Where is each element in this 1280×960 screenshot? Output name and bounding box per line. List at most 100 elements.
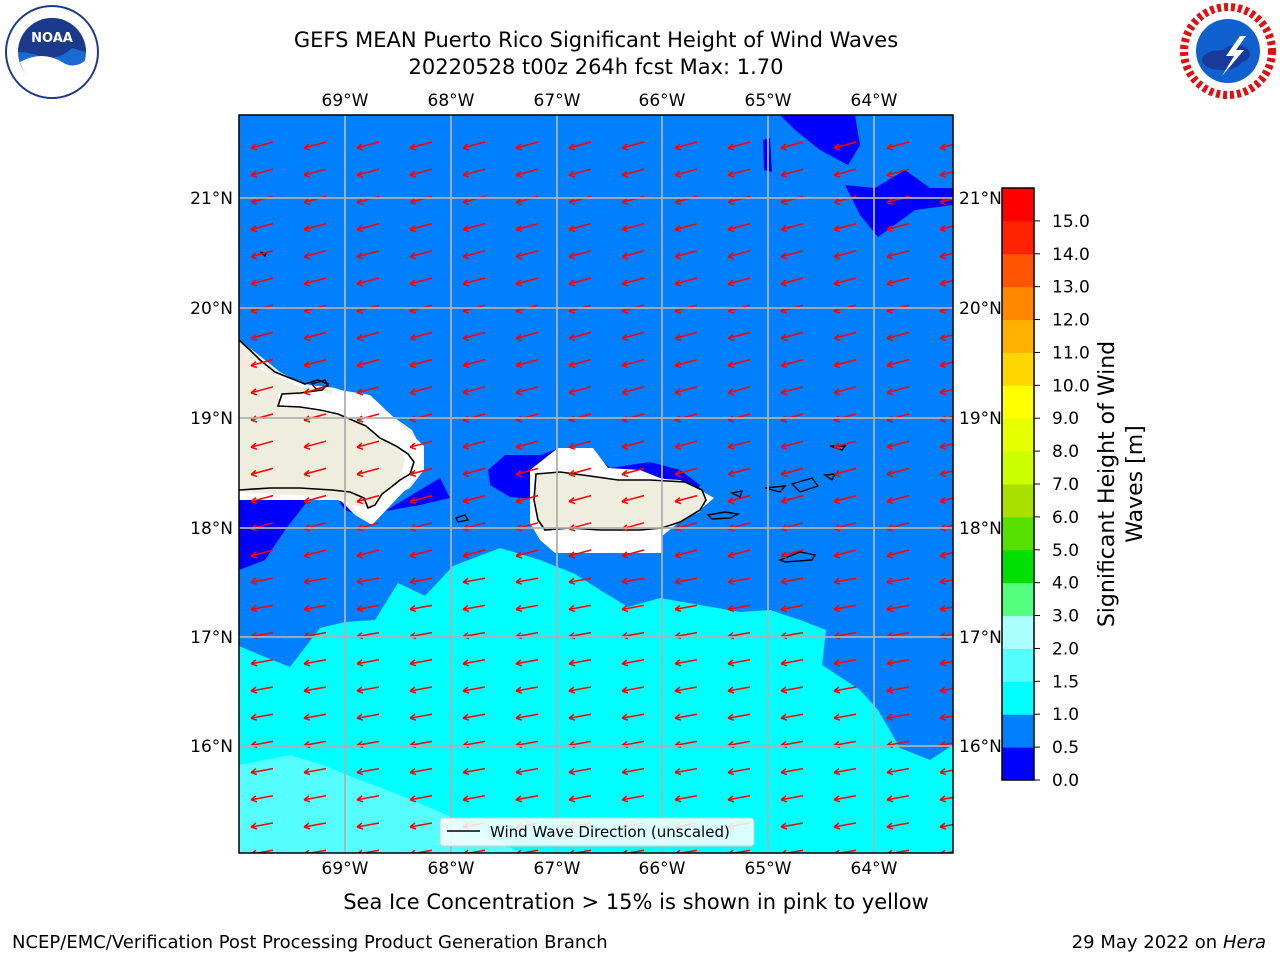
wave-direction-arrow	[250, 549, 274, 559]
wave-direction-arrow	[357, 849, 380, 853]
colorbar-tick-label: 8.0	[1052, 442, 1079, 462]
coastline-virgin-islands	[259, 251, 847, 563]
wave-direction-arrow	[727, 604, 751, 613]
wave-direction-arrow	[303, 222, 327, 233]
colorbar-swatch	[1002, 681, 1034, 715]
wave-direction-arrow	[356, 331, 380, 342]
wave-direction-arrow	[568, 250, 592, 260]
lat-tick-right: 16°N	[959, 737, 1002, 757]
wave-direction-arrow	[939, 279, 953, 287]
wave-direction-arrow	[621, 386, 645, 396]
lat-tick-left: 16°N	[190, 737, 233, 757]
wave-direction-arrow	[515, 467, 539, 478]
wave-direction-arrow	[621, 141, 645, 151]
wave-direction-arrow	[939, 604, 953, 613]
wave-direction-arrow	[674, 331, 698, 342]
wave-direction-arrow	[886, 467, 910, 478]
wave-direction-arrow	[674, 795, 698, 803]
wave-direction-arrow	[939, 225, 953, 233]
wave-direction-arrow	[250, 577, 274, 585]
wave-direction-arrow	[250, 222, 274, 233]
wave-direction-arrow	[886, 358, 910, 369]
wave-direction-arrow	[303, 250, 327, 260]
colorbar-tick-label: 12.0	[1052, 311, 1090, 331]
wave-direction-arrow	[621, 358, 645, 369]
wave-direction-arrow	[568, 222, 592, 233]
wave-direction-arrow	[939, 686, 953, 694]
wave-direction-arrow	[356, 358, 380, 369]
wave-direction-arrow	[515, 686, 539, 694]
legend-label: Wind Wave Direction (unscaled)	[490, 823, 730, 841]
wave-direction-arrow	[568, 440, 592, 450]
wave-direction-arrow	[250, 168, 274, 178]
colorbar-tick-label: 14.0	[1052, 245, 1090, 265]
wave-direction-arrow	[303, 386, 327, 396]
wave-direction-arrow	[833, 686, 857, 694]
lat-tick-left: 19°N	[190, 409, 233, 429]
wave-direction-arrow	[568, 686, 592, 694]
wave-direction-arrow	[410, 849, 433, 853]
wave-direction-arrow	[939, 768, 953, 776]
lon-tick-bottom: 67°W	[534, 859, 581, 879]
wave-direction-arrow	[515, 331, 539, 342]
colorbar-swatch	[1002, 615, 1034, 649]
wave-direction-arrow	[250, 386, 274, 396]
wave-direction-arrow	[886, 822, 910, 830]
wave-direction-arrow	[939, 361, 953, 369]
wave-direction-arrow	[250, 659, 274, 667]
wave-direction-arrow	[939, 252, 953, 260]
wave-direction-arrow	[727, 168, 751, 178]
wave-direction-arrow	[356, 168, 380, 178]
wave-direction-arrow	[833, 549, 857, 559]
lat-tick-left: 20°N	[190, 299, 233, 319]
colorbar-tick-label: 0.0	[1052, 771, 1079, 791]
wave-direction-arrow	[727, 686, 751, 694]
wave-direction-arrow	[886, 795, 910, 803]
wave-direction-arrow	[886, 767, 910, 776]
wave-direction-arrow	[409, 331, 433, 342]
wave-direction-arrow	[886, 168, 910, 178]
wave-direction-arrow	[568, 604, 592, 613]
wave-direction-arrow	[303, 549, 327, 559]
wave-direction-arrow	[674, 549, 698, 559]
colorbar-tick-label: 7.0	[1052, 475, 1079, 495]
coastline-hispaniola	[239, 339, 415, 510]
wave-direction-arrow	[568, 659, 592, 667]
wave-direction-arrow	[674, 467, 698, 478]
wave-direction-arrow	[462, 767, 486, 776]
colorbar-swatch	[1002, 451, 1034, 485]
wave-direction-arrow	[409, 222, 433, 233]
wave-direction-arrow	[409, 141, 433, 151]
wave-direction-arrow	[780, 222, 804, 233]
lat-tick-right: 21°N	[959, 189, 1002, 209]
wave-direction-arrow	[303, 713, 327, 721]
wave-direction-arrow	[356, 440, 380, 450]
wave-direction-arrow	[303, 795, 327, 803]
wave-direction-arrow	[780, 386, 804, 396]
footer-branch: NCEP/EMC/Verification Post Processing Pr…	[12, 932, 608, 953]
wave-direction-arrow	[356, 141, 380, 151]
wave-direction-arrow	[621, 549, 645, 559]
wave-direction-arrow	[409, 686, 433, 694]
wave-direction-arrow	[727, 141, 751, 151]
wave-direction-arrow	[727, 767, 751, 776]
wave-direction-arrow	[939, 497, 953, 505]
wave-direction-arrow	[250, 713, 274, 721]
wave-direction-arrow	[409, 659, 433, 667]
wave-direction-arrow	[780, 440, 804, 450]
colorbar-tick-label: 1.5	[1052, 672, 1079, 692]
colorbar-tick-label: 6.0	[1052, 508, 1079, 528]
wave-direction-arrow	[833, 386, 857, 396]
wave-direction-arrow	[780, 795, 804, 803]
colorbar-swatch	[1002, 648, 1034, 682]
wave-direction-arrow	[250, 767, 274, 776]
wave-direction-arrow	[356, 795, 380, 803]
wave-direction-arrow	[303, 440, 327, 450]
colorbar-swatch	[1002, 319, 1034, 353]
wave-direction-arrow	[674, 386, 698, 396]
wave-direction-arrow	[356, 686, 380, 694]
wave-direction-arrow	[833, 358, 857, 369]
wave-direction-arrow	[568, 331, 592, 342]
wave-direction-arrow	[356, 467, 380, 478]
